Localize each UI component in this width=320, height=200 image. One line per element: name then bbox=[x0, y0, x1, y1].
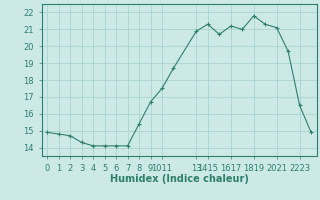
X-axis label: Humidex (Indice chaleur): Humidex (Indice chaleur) bbox=[110, 174, 249, 184]
